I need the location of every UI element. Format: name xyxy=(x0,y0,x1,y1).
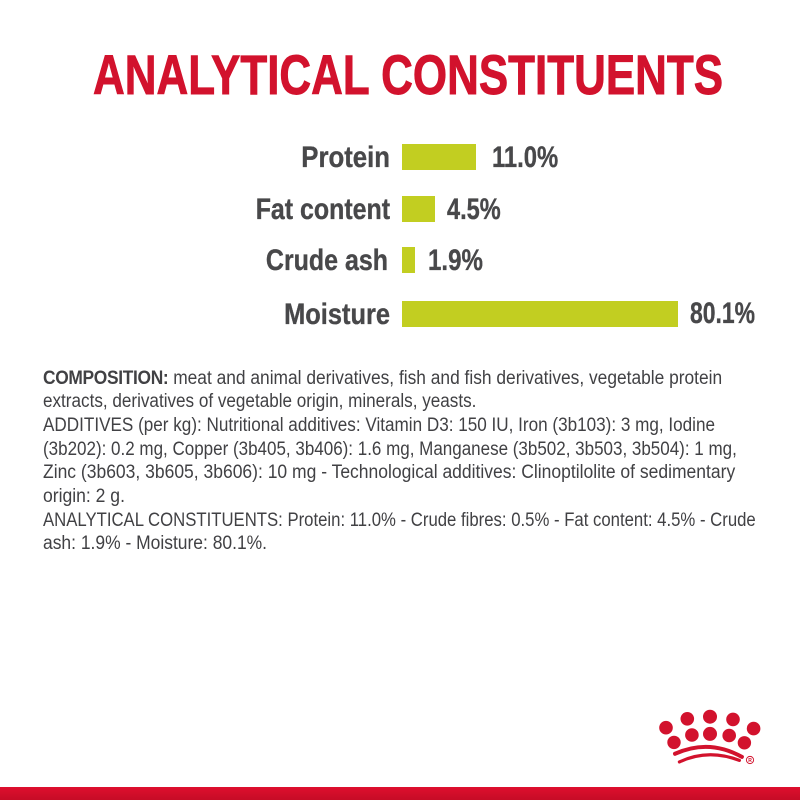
svg-text:R: R xyxy=(748,758,752,764)
